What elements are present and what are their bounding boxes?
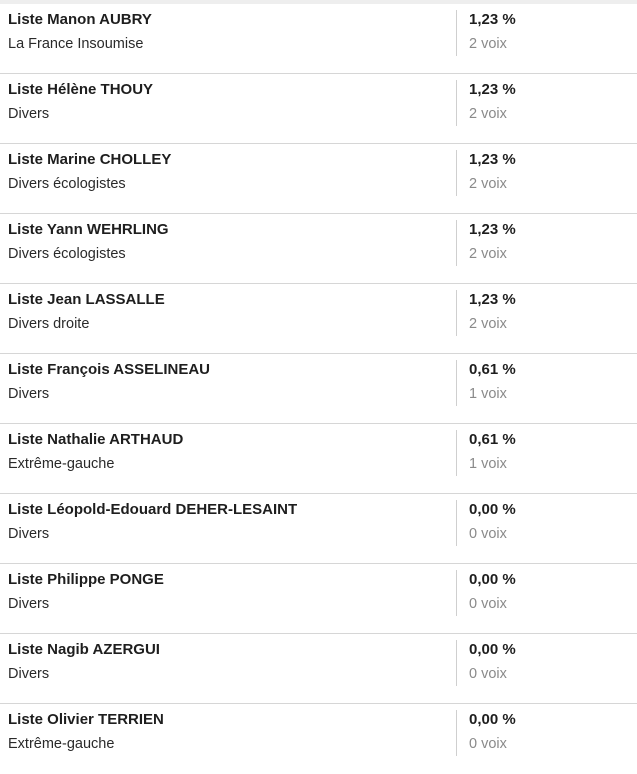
result-row: Liste Olivier TERRIEN Extrême-gauche 0,0… xyxy=(0,704,637,774)
result-votes: 2 voix xyxy=(469,316,507,332)
list-party: Extrême-gauche xyxy=(8,736,115,752)
list-party: Divers écologistes xyxy=(8,176,126,192)
list-party: Divers xyxy=(8,106,50,122)
result-percent: 0,00 % xyxy=(469,501,516,518)
results-list: Liste Manon AUBRY La France Insoumise 1,… xyxy=(0,4,637,774)
result-row: Liste Hélène THOUY Divers 1,23 % 2 voix xyxy=(0,74,637,144)
list-name: Liste Hélène THOUY xyxy=(8,81,154,98)
column-divider xyxy=(456,500,457,546)
result-row: Liste Philippe PONGE Divers 0,00 % 0 voi… xyxy=(0,564,637,634)
result-percent: 1,23 % xyxy=(469,291,516,308)
column-divider xyxy=(456,290,457,336)
list-name: Liste Marine CHOLLEY xyxy=(8,151,172,168)
result-row: Liste Marine CHOLLEY Divers écologistes … xyxy=(0,144,637,214)
list-name: Liste Olivier TERRIEN xyxy=(8,711,164,728)
result-percent: 1,23 % xyxy=(469,81,516,98)
list-party: Divers xyxy=(8,596,50,612)
result-percent: 0,00 % xyxy=(469,641,516,658)
list-party: Extrême-gauche xyxy=(8,456,115,472)
result-row: Liste Manon AUBRY La France Insoumise 1,… xyxy=(0,4,637,74)
list-party: Divers écologistes xyxy=(8,246,126,262)
list-name: Liste Philippe PONGE xyxy=(8,571,164,588)
list-party: Divers xyxy=(8,666,50,682)
column-divider xyxy=(456,360,457,406)
list-name: Liste Léopold-Edouard DEHER-LESAINT xyxy=(8,501,298,518)
result-percent: 1,23 % xyxy=(469,11,516,28)
list-name: Liste Nagib AZERGUI xyxy=(8,641,160,658)
list-name: Liste Nathalie ARTHAUD xyxy=(8,431,184,448)
column-divider xyxy=(456,430,457,476)
result-row: Liste Nagib AZERGUI Divers 0,00 % 0 voix xyxy=(0,634,637,704)
result-votes: 2 voix xyxy=(469,176,507,192)
result-row: Liste Léopold-Edouard DEHER-LESAINT Dive… xyxy=(0,494,637,564)
list-party: Divers xyxy=(8,526,50,542)
result-percent: 0,00 % xyxy=(469,571,516,588)
result-percent: 1,23 % xyxy=(469,151,516,168)
result-votes: 0 voix xyxy=(469,666,507,682)
result-votes: 2 voix xyxy=(469,36,507,52)
column-divider xyxy=(456,80,457,126)
list-party: Divers xyxy=(8,386,50,402)
result-votes: 0 voix xyxy=(469,596,507,612)
result-votes: 2 voix xyxy=(469,246,507,262)
result-percent: 1,23 % xyxy=(469,221,516,238)
result-row: Liste Nathalie ARTHAUD Extrême-gauche 0,… xyxy=(0,424,637,494)
result-percent: 0,61 % xyxy=(469,431,516,448)
result-percent: 0,61 % xyxy=(469,361,516,378)
column-divider xyxy=(456,150,457,196)
result-votes: 0 voix xyxy=(469,526,507,542)
result-row: Liste Yann WEHRLING Divers écologistes 1… xyxy=(0,214,637,284)
list-name: Liste François ASSELINEAU xyxy=(8,361,210,378)
result-votes: 0 voix xyxy=(469,736,507,752)
result-votes: 1 voix xyxy=(469,456,507,472)
list-name: Liste Yann WEHRLING xyxy=(8,221,169,238)
result-row: Liste Jean LASSALLE Divers droite 1,23 %… xyxy=(0,284,637,354)
list-name: Liste Jean LASSALLE xyxy=(8,291,165,308)
result-votes: 2 voix xyxy=(469,106,507,122)
result-percent: 0,00 % xyxy=(469,711,516,728)
result-row: Liste François ASSELINEAU Divers 0,61 % … xyxy=(0,354,637,424)
list-party: Divers droite xyxy=(8,316,90,332)
column-divider xyxy=(456,10,457,56)
column-divider xyxy=(456,570,457,616)
column-divider xyxy=(456,640,457,686)
top-strip xyxy=(0,0,637,4)
column-divider xyxy=(456,220,457,266)
column-divider xyxy=(456,710,457,756)
list-name: Liste Manon AUBRY xyxy=(8,11,152,28)
result-votes: 1 voix xyxy=(469,386,507,402)
list-party: La France Insoumise xyxy=(8,36,144,52)
